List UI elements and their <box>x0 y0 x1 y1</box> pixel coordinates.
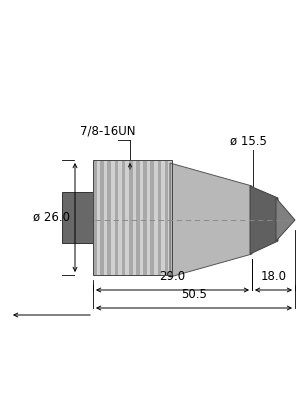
Bar <box>111 160 115 275</box>
Text: 7/8-16UN: 7/8-16UN <box>80 125 136 138</box>
Bar <box>140 160 143 275</box>
Polygon shape <box>276 198 295 241</box>
Bar <box>147 160 150 275</box>
Polygon shape <box>250 186 278 254</box>
Bar <box>93 160 172 275</box>
Polygon shape <box>170 163 252 277</box>
Bar <box>161 160 165 275</box>
Bar <box>122 160 125 275</box>
Bar <box>125 160 129 275</box>
Bar <box>154 160 158 275</box>
Bar <box>165 160 168 275</box>
Text: ø 26.0: ø 26.0 <box>33 211 70 224</box>
Bar <box>100 160 104 275</box>
Bar <box>115 160 118 275</box>
Bar <box>118 160 122 275</box>
Bar <box>143 160 147 275</box>
Bar <box>104 160 107 275</box>
Bar <box>168 160 172 275</box>
Text: 29.0: 29.0 <box>159 270 186 283</box>
Bar <box>97 160 100 275</box>
Bar <box>93 160 172 275</box>
Text: 50.5: 50.5 <box>181 288 207 301</box>
Bar <box>158 160 161 275</box>
Bar <box>150 160 154 275</box>
Bar <box>136 160 140 275</box>
Text: 18.0: 18.0 <box>260 270 286 283</box>
Bar <box>93 160 97 275</box>
Bar <box>62 192 95 243</box>
Bar <box>107 160 111 275</box>
Bar <box>132 160 136 275</box>
Bar <box>129 160 132 275</box>
Text: ø 15.5: ø 15.5 <box>230 135 266 148</box>
